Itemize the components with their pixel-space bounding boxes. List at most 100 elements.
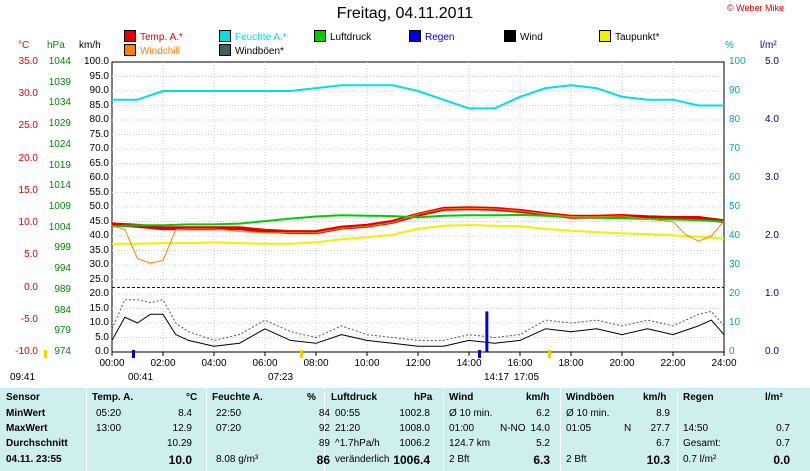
humidity-tick-label: 10	[729, 317, 741, 328]
temp-tick-label: 5.0	[24, 249, 38, 261]
humidity-tick-label: 40	[729, 230, 741, 241]
table-cell-feu_v: 89	[318, 438, 330, 449]
humidity-tick-label: 0	[729, 346, 735, 357]
temp-tick-label: 35.0	[18, 56, 38, 67]
wind-line	[111, 313, 725, 347]
table-cell-regen_t: 0.7 l/m²	[683, 454, 717, 465]
sunset-marker	[548, 350, 551, 358]
table-cell-wind_t: 01:00	[449, 423, 475, 434]
legend-item: Wind	[504, 30, 543, 43]
humidity-axis-title: %	[725, 40, 734, 51]
sunrise-marker	[44, 350, 47, 358]
x-tick-label: 10:00	[354, 358, 380, 369]
pressure-tick-label: 1029	[48, 118, 71, 130]
table-cell-regen_v: 0.7	[776, 438, 790, 449]
moon-time-label: 14:17	[484, 372, 510, 383]
x-tick-label: 06:00	[252, 358, 278, 369]
wind-tick-label: 70.0	[89, 143, 109, 154]
sunrise-time-label: 09:41	[10, 372, 36, 383]
wind-tick-label: 80.0	[89, 114, 109, 125]
temp-tick-label: 0.0	[24, 281, 38, 293]
humidity-tick-label: 90	[729, 85, 741, 96]
humidity-tick-label: 70	[729, 143, 741, 154]
header-windboen: Windböen	[566, 392, 615, 403]
legend-item: Temp. A.*	[124, 30, 183, 43]
table-cell-luft_v: 1008.0	[399, 423, 430, 434]
x-tick-label: 16:00	[507, 358, 533, 369]
wind-tick-label: 75.0	[89, 128, 109, 140]
pressure-tick-label: 1044	[48, 56, 71, 67]
x-tick-label: 14:00	[456, 358, 482, 369]
table-cell-feu_v: 92	[318, 423, 330, 434]
wind-tick-label: 0.0	[95, 346, 109, 357]
legend-swatch	[219, 30, 231, 42]
header-feuchte-unit: %	[307, 392, 316, 403]
rain-tick-label: 1.0	[765, 288, 779, 299]
pressure-tick-label: 1019	[48, 159, 71, 171]
table-cell-regen_t: 14:50	[683, 423, 709, 434]
legend-label: Regen	[425, 32, 455, 43]
pressure-tick-label: 1034	[48, 97, 71, 109]
legend-item: Windböen*	[219, 44, 284, 57]
legend-item: Taupunkt*	[599, 30, 659, 43]
wind-tick-label: 50.0	[89, 201, 109, 212]
wind-tick-label: 90.0	[89, 85, 109, 96]
wind-tick-label: 95.0	[89, 70, 109, 82]
pressure-tick-label: 1024	[48, 138, 71, 150]
table-cell-luft_t: ^1.7hPa/h	[335, 438, 380, 449]
wind-tick-label: 85.0	[89, 99, 109, 111]
temp-tick-label: -5.0	[20, 313, 38, 325]
table-cell-luft_v: 1006.4	[393, 453, 430, 467]
table-cell-wind_t: 124.7 km	[449, 438, 491, 449]
legend-item: Feuchte A.*	[219, 30, 287, 43]
table-cell-regen_v: 0.7	[776, 423, 790, 434]
x-tick-label: 20:00	[609, 358, 635, 369]
legend-label: Windböen*	[235, 46, 284, 57]
table-cell-regen_t: Gesamt:	[683, 438, 721, 449]
table-cell-feu_v: 84	[318, 408, 330, 419]
x-tick-label: 00:00	[99, 358, 125, 369]
humidity-tick-label: 60	[729, 172, 741, 183]
table-cell-feu_v: 86	[316, 453, 330, 467]
rain-tick-label: 3.0	[765, 172, 779, 183]
table-cell-boen_v: 6.7	[656, 438, 670, 449]
wind-tick-label: 20.0	[89, 288, 109, 299]
pressure-tick-label: 1004	[48, 221, 71, 233]
header-windboen-unit: km/h	[643, 392, 667, 403]
wind-tick-label: 100.0	[83, 56, 109, 67]
wind-tick-label: 60.0	[89, 172, 109, 183]
moon-marker	[132, 350, 135, 358]
legend-label: Windchill	[140, 46, 181, 57]
table-cell-luft_v: 1006.2	[399, 438, 430, 449]
table-cell-feu_t: 8.08 g/m³	[216, 454, 259, 465]
x-tick-label: 04:00	[201, 358, 227, 369]
legend-swatch	[219, 44, 231, 56]
luftdruck-line	[111, 213, 725, 228]
x-tick-label: 12:00	[405, 358, 431, 369]
header-feuchte: Feuchte A.	[212, 392, 263, 403]
table-cell-wind_v: 5.2	[536, 438, 550, 449]
chart-plot	[44, 61, 725, 358]
humidity-tick-label: 80	[729, 114, 741, 125]
legend-swatch	[124, 30, 136, 42]
table-cell-temp_v: 10.29	[166, 438, 192, 449]
pressure-tick-label: 1039	[48, 76, 71, 88]
legend-label: Wind	[520, 32, 543, 43]
table-cell-wind_v: 14.0	[530, 423, 550, 434]
wind-tick-label: 30.0	[89, 259, 109, 270]
pressure-tick-label: 1014	[48, 180, 71, 192]
header-temp-unit: °C	[186, 392, 198, 403]
temp-tick-label: 20.0	[18, 152, 38, 164]
legend-item: Windchill	[124, 44, 180, 57]
table-cell-luft_t: 21:20	[335, 423, 361, 434]
table-cell-label: MinWert	[6, 408, 46, 419]
humidity-tick-label: 100	[729, 56, 746, 67]
table-cell-wind_t: Ø 10 min.	[449, 408, 493, 419]
pressure-tick-label: 999	[54, 242, 71, 254]
humidity-tick-label: 20	[729, 288, 741, 299]
wind-tick-label: 40.0	[89, 230, 109, 241]
legend-item: Regen	[409, 30, 454, 43]
moon-time-label: 00:41	[128, 372, 154, 383]
wind-tick-label: 10.0	[89, 317, 109, 328]
chart-title: Freitag, 04.11.2011	[336, 5, 474, 22]
